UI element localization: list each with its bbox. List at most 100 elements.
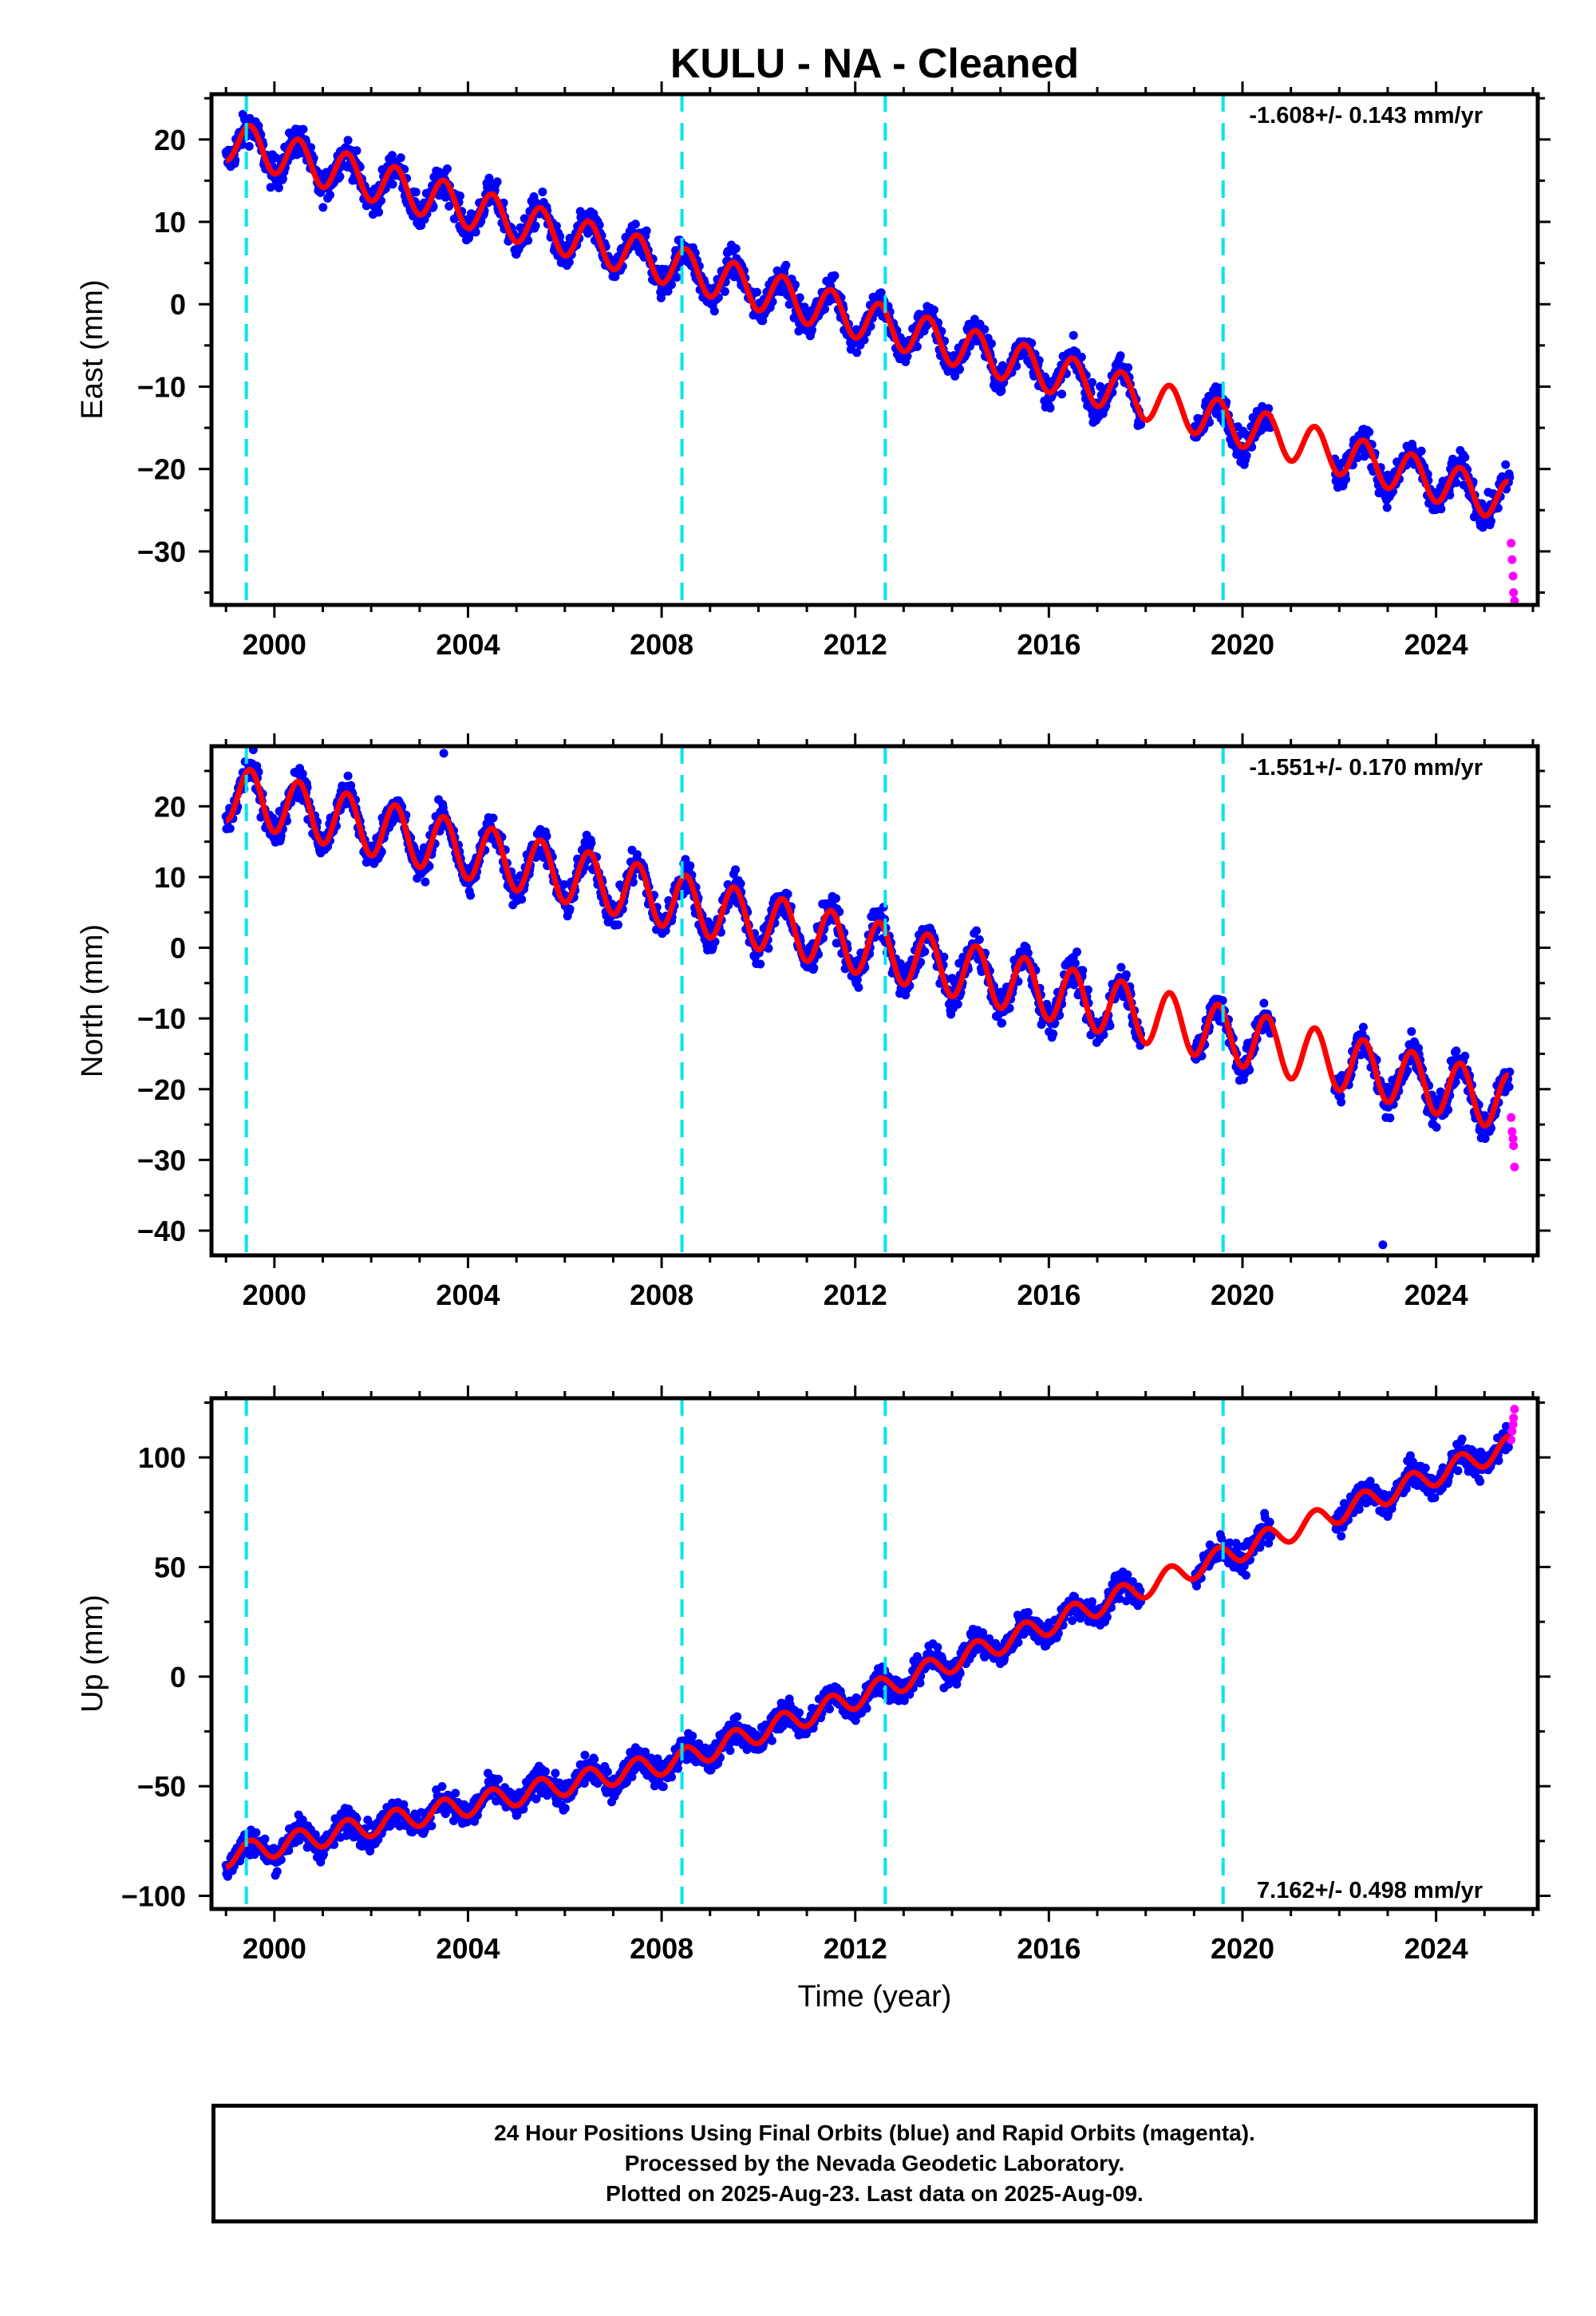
final-orbit-point	[1416, 446, 1426, 456]
x-tick-label: 2000	[243, 1279, 306, 1311]
rapid-orbit-point	[1508, 571, 1518, 581]
final-orbit-point	[335, 172, 345, 181]
final-orbit-point	[343, 136, 353, 145]
plot-frame	[209, 744, 1540, 1258]
final-orbit-point	[830, 271, 839, 280]
rapid-orbit-point	[1507, 1113, 1516, 1122]
final-orbit-point	[832, 894, 840, 903]
final-orbit-point	[274, 183, 283, 192]
final-orbit-point	[756, 959, 765, 969]
final-orbit-point	[1436, 504, 1446, 514]
final-orbit-point	[808, 326, 817, 334]
final-orbit-point	[987, 339, 996, 349]
final-orbit-point	[1382, 503, 1392, 512]
final-orbit-point	[272, 1867, 282, 1876]
final-orbit-point	[1337, 1097, 1346, 1107]
final-orbit-point	[1452, 1046, 1461, 1056]
final-orbit-point	[685, 861, 695, 871]
final-orbit-point	[614, 920, 622, 930]
final-orbit-point	[1042, 376, 1052, 385]
x-tick-label: 2004	[436, 1279, 500, 1311]
final-orbit-point	[559, 879, 569, 889]
final-orbit-point	[859, 335, 869, 345]
final-orbit-point	[565, 904, 575, 914]
final-orbit-point	[1365, 427, 1374, 437]
y-tick-label: −40	[137, 1215, 186, 1247]
final-orbit-point	[642, 226, 651, 235]
final-orbit-point	[1242, 451, 1251, 460]
final-orbit-point	[1385, 1113, 1395, 1123]
final-orbit-point	[1353, 453, 1362, 463]
final-orbit-point	[972, 926, 982, 935]
final-orbit-point	[781, 260, 791, 270]
final-orbit-point	[876, 288, 886, 298]
rapid-orbit-point	[1509, 1141, 1519, 1151]
final-orbit-point	[396, 153, 405, 163]
final-orbit-point	[720, 287, 729, 296]
final-orbit-point	[1452, 478, 1461, 488]
rapid-orbit-point	[1510, 596, 1519, 605]
final-orbit-point	[1057, 389, 1067, 399]
rate-annotation: -1.608+/- 0.143 mm/yr	[1249, 103, 1483, 128]
final-orbit-point	[753, 287, 761, 297]
x-tick-label: 2016	[1017, 1279, 1080, 1311]
final-orbit-point	[795, 293, 804, 302]
north-panel: 2000 2004 2008 2012 2016 2020 202420100−10−20−…	[76, 733, 1551, 1311]
final-orbit-point	[1432, 1123, 1441, 1132]
final-orbit-point	[538, 188, 547, 196]
final-orbit-point	[628, 878, 638, 887]
final-orbit-point	[1049, 1029, 1058, 1038]
final-orbit-point	[764, 943, 773, 953]
final-orbit-point	[318, 203, 328, 212]
y-axis-label: North (mm)	[76, 924, 109, 1077]
final-orbit-point	[1407, 1027, 1416, 1036]
outlier-point	[439, 749, 448, 758]
final-orbit-point	[602, 1767, 612, 1777]
final-orbit-point	[276, 831, 286, 840]
final-orbit-point	[1136, 420, 1146, 429]
final-orbit-point	[427, 1821, 437, 1831]
model-fit-line	[225, 122, 1510, 519]
final-orbit-point	[1487, 516, 1495, 526]
final-orbit-point	[1073, 947, 1081, 957]
final-orbit-point	[361, 858, 371, 867]
final-orbit-point	[542, 832, 551, 841]
final-orbit-point	[1121, 970, 1131, 979]
final-orbit-point	[466, 891, 476, 900]
final-orbit-point	[663, 287, 673, 296]
rapid-orbit-point	[1507, 539, 1516, 548]
final-orbit-point	[1358, 1022, 1368, 1032]
final-orbit-point	[531, 221, 540, 231]
y-tick-label: 0	[170, 932, 186, 965]
final-orbit-point	[541, 1767, 550, 1777]
x-tick-label: 2008	[630, 628, 693, 661]
final-orbit-point	[564, 258, 574, 267]
final-orbit-point	[709, 306, 719, 316]
final-orbit-point	[523, 235, 533, 245]
final-orbit-point	[590, 1755, 599, 1764]
final-orbit-point	[1070, 958, 1080, 968]
final-orbit-points	[221, 1405, 1519, 1881]
rate-annotation: -1.551+/- 0.170 mm/yr	[1249, 755, 1483, 781]
outlier-point	[1378, 1240, 1388, 1250]
final-orbit-points	[221, 109, 1519, 605]
final-orbit-point	[852, 975, 862, 984]
plot-frame	[209, 92, 1540, 607]
final-orbit-point	[560, 1804, 570, 1813]
chart-title: KULU - NA - Cleaned	[670, 41, 1079, 87]
final-orbit-point	[974, 935, 984, 944]
final-orbit-point	[244, 141, 254, 151]
y-tick-label: 20	[154, 124, 186, 156]
up-panel: 2000 2004 2008 2012 2016 2020 2024100500−50−10…	[76, 1385, 1551, 1965]
final-orbit-point	[343, 771, 353, 781]
final-orbit-point	[251, 1828, 261, 1837]
final-orbit-point	[950, 371, 960, 381]
x-tick-label: 2016	[1017, 628, 1080, 661]
rapid-orbit-point	[1507, 555, 1517, 564]
final-orbit-point	[912, 342, 922, 351]
y-tick-label: 10	[154, 206, 186, 239]
final-orbit-point	[1077, 352, 1086, 362]
final-orbit-point	[1501, 460, 1511, 469]
final-orbit-point	[783, 889, 792, 899]
final-orbit-point	[517, 895, 527, 904]
